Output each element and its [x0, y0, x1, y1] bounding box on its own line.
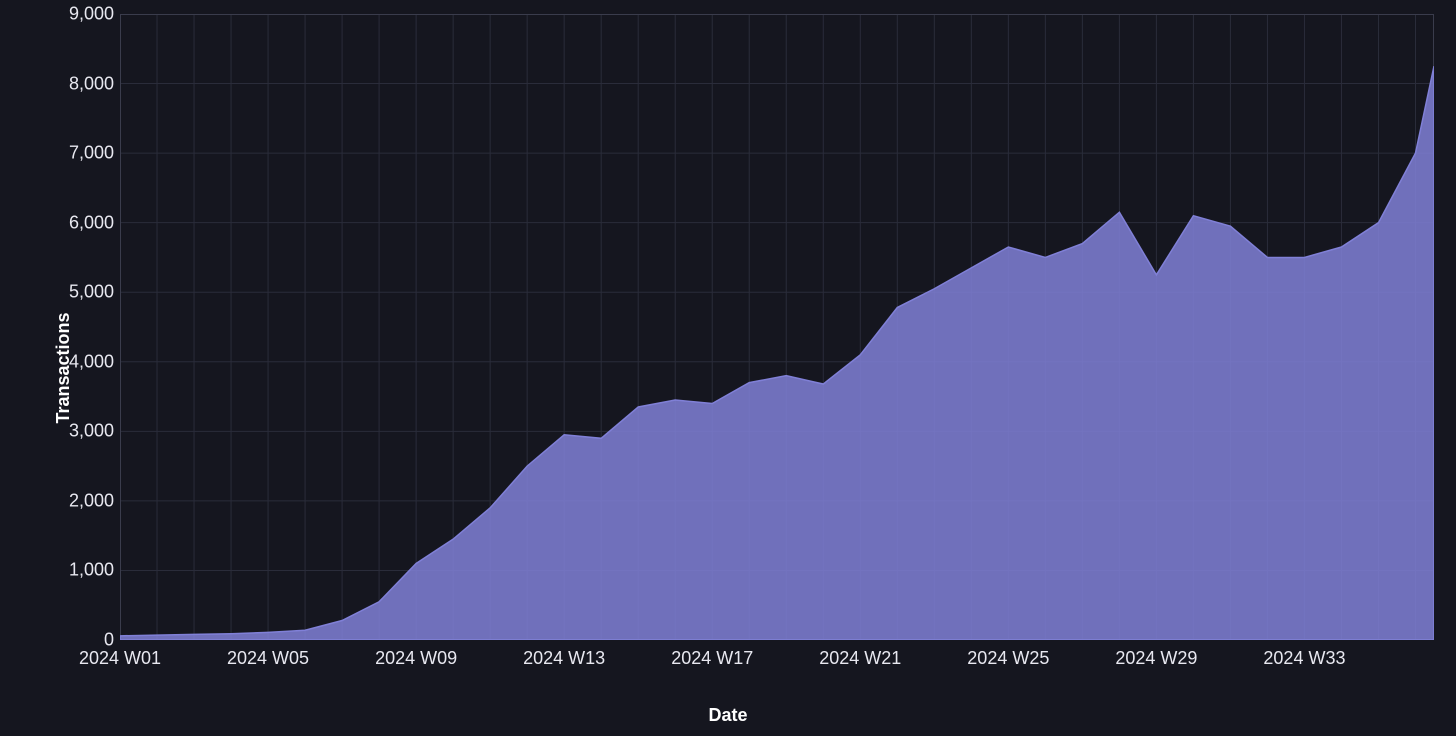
transactions-area-chart: Transactions Date 01,0002,0003,0004,0005…	[0, 0, 1456, 736]
x-axis-tick-label: 2024 W17	[671, 648, 753, 669]
y-axis-tick-label: 5,000	[0, 282, 114, 303]
x-axis-tick-label: 2024 W13	[523, 648, 605, 669]
plot-area	[120, 14, 1434, 640]
y-axis-tick-label: 4,000	[0, 351, 114, 372]
y-axis-tick-label: 3,000	[0, 421, 114, 442]
y-axis-tick-label: 2,000	[0, 490, 114, 511]
y-axis-tick-label: 1,000	[0, 560, 114, 581]
y-axis-tick-label: 6,000	[0, 212, 114, 233]
x-axis-tick-label: 2024 W05	[227, 648, 309, 669]
x-axis-tick-label: 2024 W21	[819, 648, 901, 669]
x-axis-tick-label: 2024 W25	[967, 648, 1049, 669]
x-axis-tick-label: 2024 W09	[375, 648, 457, 669]
y-axis-tick-label: 8,000	[0, 73, 114, 94]
x-axis-tick-label: 2024 W33	[1263, 648, 1345, 669]
x-axis-tick-labels: 2024 W012024 W052024 W092024 W132024 W17…	[120, 648, 1434, 680]
y-axis-tick-label: 7,000	[0, 143, 114, 164]
y-axis-tick-label: 9,000	[0, 4, 114, 25]
y-axis-tick-labels: 01,0002,0003,0004,0005,0006,0007,0008,00…	[0, 14, 114, 640]
x-axis-tick-label: 2024 W01	[79, 648, 161, 669]
x-axis-title: Date	[708, 705, 747, 726]
x-axis-tick-label: 2024 W29	[1115, 648, 1197, 669]
